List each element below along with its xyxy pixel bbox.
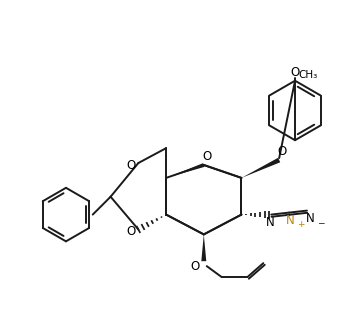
Text: O: O [278,145,287,158]
Polygon shape [166,163,204,178]
Text: O: O [202,149,212,163]
Text: N: N [305,212,314,225]
Text: −: − [317,218,324,227]
Text: N: N [286,214,295,227]
Text: CH₃: CH₃ [298,70,318,80]
Text: +: + [297,220,305,229]
Text: O: O [290,66,300,79]
Polygon shape [242,158,280,178]
Text: O: O [127,158,136,172]
Text: O: O [190,260,200,273]
Text: O: O [127,225,136,238]
Polygon shape [201,234,206,261]
Text: N: N [266,216,275,229]
